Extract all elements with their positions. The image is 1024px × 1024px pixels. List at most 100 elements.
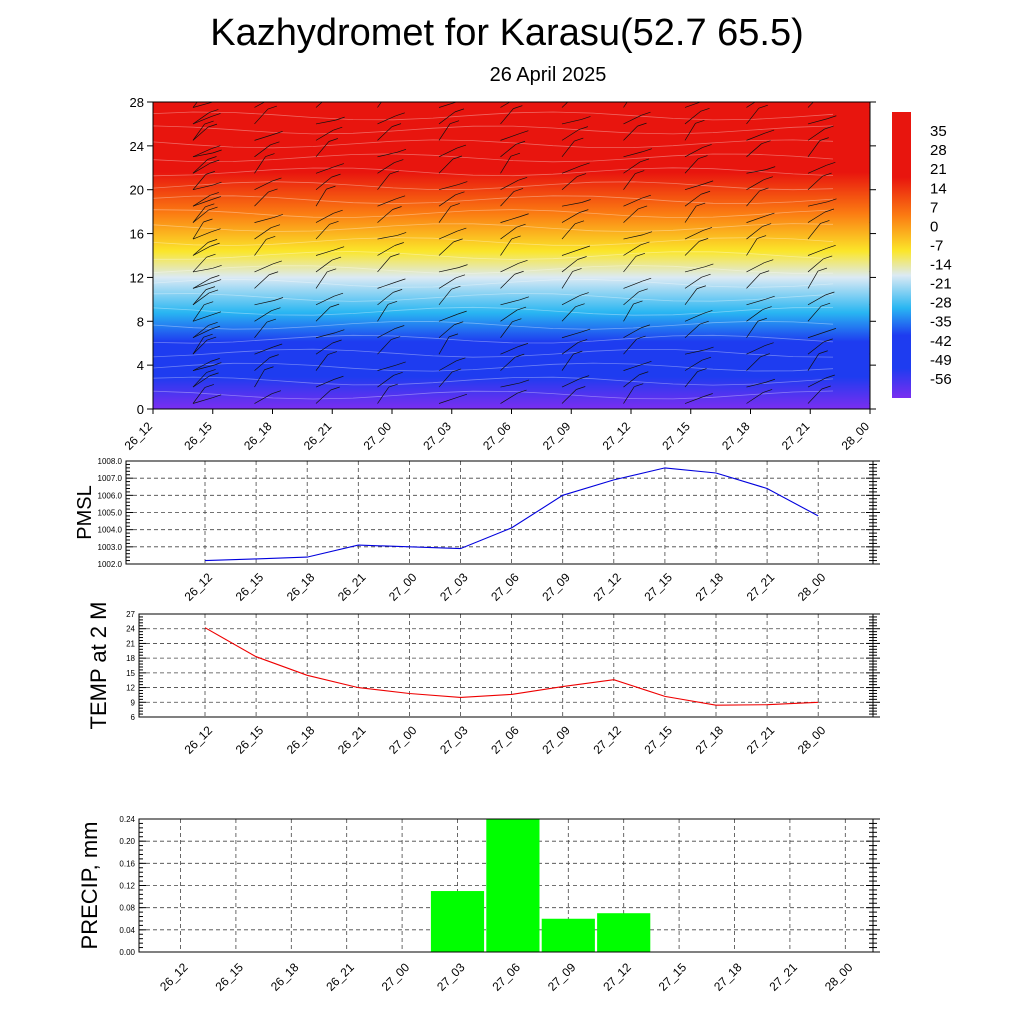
y-tick-label: 24	[126, 625, 135, 634]
wind-barb-flag	[212, 362, 222, 366]
y-tick-label: 1002.0	[98, 560, 123, 569]
wind-barb-flag	[332, 339, 342, 344]
wind-barb	[192, 199, 212, 207]
wind-barb	[684, 147, 703, 158]
wind-barb	[623, 197, 642, 207]
x-tick-label: 26_21	[335, 570, 369, 604]
wind-barb	[869, 270, 870, 273]
wind-barb	[746, 226, 763, 240]
wind-barb-flag	[512, 318, 522, 322]
wind-barb-flag	[205, 171, 215, 175]
y-tick-label: 1007.0	[98, 474, 123, 483]
wind-barb-flag	[212, 279, 222, 283]
wind-barb	[377, 126, 393, 141]
wind-barb-flag	[453, 238, 463, 243]
contour-line	[153, 209, 834, 219]
wind-barb-flag	[579, 292, 589, 296]
y-tick-label: 9	[131, 698, 136, 707]
y-tick-label: 0.08	[119, 904, 135, 913]
wind-barb	[623, 102, 628, 108]
wind-barb	[807, 341, 824, 355]
wind-barb	[254, 274, 270, 289]
y-tick-label: 0.04	[119, 926, 135, 935]
wind-barb-flag	[573, 350, 583, 355]
wind-barb	[500, 263, 519, 273]
y-tick-label: 1004.0	[98, 526, 123, 535]
wind-barb-flag	[760, 270, 770, 275]
wind-barb-flag	[335, 246, 345, 250]
wind-barb-flag	[211, 145, 221, 150]
wind-barb-flag	[641, 194, 651, 199]
wind-barb	[561, 331, 582, 339]
wind-barb	[869, 401, 870, 404]
wind-barb-flag	[449, 120, 460, 125]
x-tick-label: 27_12	[590, 570, 624, 604]
wind-barb-flag	[331, 91, 340, 94]
y-tick-label: 1005.0	[98, 509, 123, 518]
wind-barb-flag	[206, 253, 216, 258]
contour-line	[153, 334, 834, 344]
wind-barb	[254, 239, 267, 256]
wind-barb-flag	[574, 220, 585, 225]
wind-barb	[438, 206, 452, 223]
wind-barb	[807, 270, 819, 289]
wind-barb-flag	[580, 375, 590, 379]
x-tick-label: 27_09	[540, 419, 574, 453]
wind-barb	[807, 140, 821, 158]
wind-barb-flag	[335, 116, 345, 121]
wind-barb-flag	[511, 235, 521, 240]
wind-barb-flag	[703, 393, 713, 397]
wind-barb	[500, 143, 517, 158]
wind-barb	[561, 212, 580, 223]
wind-barb	[192, 148, 212, 158]
wind-barb	[315, 332, 336, 339]
heatmap-overlay	[153, 91, 893, 404]
x-tick-label: 27_12	[600, 960, 634, 994]
wind-barb-flag	[273, 131, 283, 135]
wind-barb	[623, 208, 639, 223]
wind-barb	[500, 133, 520, 141]
x-tick-label: 27_18	[693, 570, 727, 604]
wind-barb	[438, 111, 456, 125]
wind-barb	[377, 115, 396, 125]
wind-barb-flag	[639, 371, 649, 376]
wind-barb-flag	[333, 126, 343, 131]
wind-barb-flag	[640, 324, 651, 329]
wind-barb	[869, 254, 870, 256]
y-tick-label: 16	[130, 227, 144, 242]
y-tick-label: 18	[126, 654, 135, 663]
wind-barb	[807, 331, 828, 339]
wind-barb-flag	[211, 311, 222, 316]
wind-barb-flag	[455, 274, 466, 279]
wind-barb	[561, 223, 576, 240]
wind-barb-flag	[268, 188, 278, 193]
wind-barb	[377, 235, 398, 240]
wind-barb-flag	[821, 385, 831, 390]
wind-barb	[192, 278, 211, 289]
wind-barb	[684, 230, 704, 240]
wind-barb	[623, 363, 643, 371]
y-tick-label: 28	[130, 95, 144, 110]
wind-barb-flag	[270, 141, 280, 146]
wind-barb	[192, 206, 206, 223]
colorbar-gradient	[892, 112, 911, 398]
wind-barb-flag	[884, 205, 893, 208]
wind-barb	[192, 116, 212, 125]
wind-barb-flag	[825, 374, 835, 379]
wind-barb	[561, 129, 580, 141]
contour-line	[153, 237, 834, 246]
wind-barb	[746, 132, 766, 141]
wind-barb	[192, 267, 213, 273]
wind-barb-flag	[756, 235, 767, 239]
x-tick-label: 28_00	[822, 960, 856, 994]
wind-barb	[192, 245, 211, 256]
wind-barb-flag	[518, 94, 527, 97]
wind-barb	[869, 123, 870, 125]
wind-barb	[746, 309, 763, 322]
y-tick-label: 24	[130, 139, 144, 154]
precip-bar	[597, 913, 651, 952]
wind-barb-flag	[883, 123, 892, 126]
wind-barb	[315, 389, 331, 404]
wind-barb	[623, 303, 634, 322]
wind-barb	[561, 342, 579, 355]
